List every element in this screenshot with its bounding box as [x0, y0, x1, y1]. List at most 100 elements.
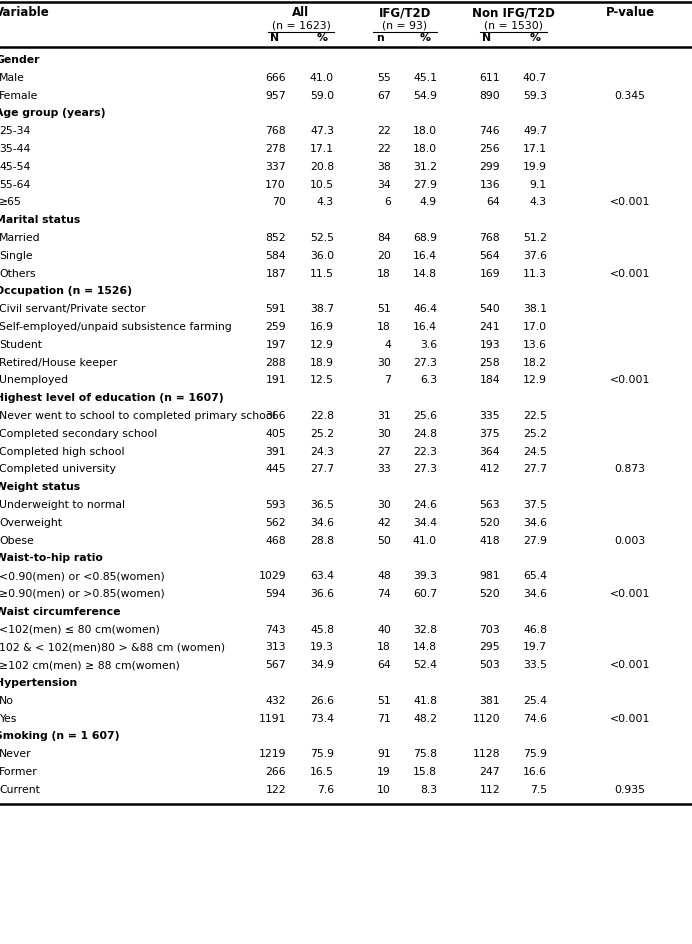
Text: 35-44: 35-44: [0, 144, 30, 154]
Text: 51: 51: [377, 304, 391, 314]
Text: 34.6: 34.6: [523, 518, 547, 528]
Text: 288: 288: [265, 358, 286, 367]
Text: %: %: [419, 33, 430, 43]
Text: 40: 40: [377, 625, 391, 634]
Text: 12.9: 12.9: [523, 376, 547, 385]
Text: Underweight to normal: Underweight to normal: [0, 500, 125, 510]
Text: 191: 191: [265, 376, 286, 385]
Text: 520: 520: [480, 589, 500, 599]
Text: 31.2: 31.2: [413, 161, 437, 172]
Text: <0.001: <0.001: [610, 660, 650, 670]
Text: 13.6: 13.6: [523, 340, 547, 350]
Text: 27.7: 27.7: [523, 464, 547, 475]
Text: 666: 666: [265, 73, 286, 83]
Text: 45-54: 45-54: [0, 161, 30, 172]
Text: 38: 38: [377, 161, 391, 172]
Text: 852: 852: [265, 233, 286, 243]
Text: 890: 890: [480, 91, 500, 101]
Text: 9.1: 9.1: [530, 179, 547, 190]
Text: 27.3: 27.3: [413, 464, 437, 475]
Text: 102 & < 102(men)80 > &88 cm (women): 102 & < 102(men)80 > &88 cm (women): [0, 643, 225, 652]
Text: 25.2: 25.2: [523, 429, 547, 439]
Text: IFG/T2D: IFG/T2D: [379, 7, 431, 20]
Text: 611: 611: [480, 73, 500, 83]
Text: 32.8: 32.8: [413, 625, 437, 634]
Text: 405: 405: [265, 429, 286, 439]
Text: 91: 91: [377, 750, 391, 759]
Text: 65.4: 65.4: [523, 571, 547, 582]
Text: 55-64: 55-64: [0, 179, 30, 190]
Text: 64: 64: [486, 197, 500, 208]
Text: 36.0: 36.0: [310, 251, 334, 261]
Text: 25.6: 25.6: [413, 411, 437, 421]
Text: Married: Married: [0, 233, 41, 243]
Text: 84: 84: [377, 233, 391, 243]
Text: 503: 503: [480, 660, 500, 670]
Text: Smoking (n = 1 607): Smoking (n = 1 607): [0, 732, 120, 741]
Text: 41.0: 41.0: [413, 535, 437, 546]
Text: N: N: [271, 33, 280, 43]
Text: 703: 703: [480, 625, 500, 634]
Text: 16.6: 16.6: [523, 767, 547, 777]
Text: 18: 18: [377, 643, 391, 652]
Text: <0.001: <0.001: [610, 197, 650, 208]
Text: Others: Others: [0, 269, 35, 278]
Text: Waist-to-hip ratio: Waist-to-hip ratio: [0, 553, 103, 564]
Text: 366: 366: [265, 411, 286, 421]
Text: 197: 197: [265, 340, 286, 350]
Text: 4.3: 4.3: [530, 197, 547, 208]
Text: 34.6: 34.6: [310, 518, 334, 528]
Text: <0.001: <0.001: [610, 376, 650, 385]
Text: 12.9: 12.9: [310, 340, 334, 350]
Text: 18.0: 18.0: [413, 126, 437, 136]
Text: %: %: [316, 33, 327, 43]
Text: 295: 295: [480, 643, 500, 652]
Text: 27.9: 27.9: [413, 179, 437, 190]
Text: 0.345: 0.345: [614, 91, 646, 101]
Text: 468: 468: [265, 535, 286, 546]
Text: 37.5: 37.5: [523, 500, 547, 510]
Text: 432: 432: [265, 696, 286, 706]
Text: 11.3: 11.3: [523, 269, 547, 278]
Text: ≥102 cm(men) ≥ 88 cm(women): ≥102 cm(men) ≥ 88 cm(women): [0, 660, 180, 670]
Text: 50: 50: [377, 535, 391, 546]
Text: Male: Male: [0, 73, 25, 83]
Text: Completed university: Completed university: [0, 464, 116, 475]
Text: 18.2: 18.2: [523, 358, 547, 367]
Text: 1219: 1219: [259, 750, 286, 759]
Text: (n = 1623): (n = 1623): [271, 20, 331, 30]
Text: 19.7: 19.7: [523, 643, 547, 652]
Text: 39.3: 39.3: [413, 571, 437, 582]
Text: <0.001: <0.001: [610, 589, 650, 599]
Text: 70: 70: [272, 197, 286, 208]
Text: 14.8: 14.8: [413, 643, 437, 652]
Text: 22: 22: [377, 126, 391, 136]
Text: Age group (years): Age group (years): [0, 109, 105, 118]
Text: Retired/House keeper: Retired/House keeper: [0, 358, 117, 367]
Text: 169: 169: [480, 269, 500, 278]
Text: 1128: 1128: [473, 750, 500, 759]
Text: 412: 412: [480, 464, 500, 475]
Text: 59.3: 59.3: [523, 91, 547, 101]
Text: 241: 241: [480, 322, 500, 332]
Text: 337: 337: [265, 161, 286, 172]
Text: 38.1: 38.1: [523, 304, 547, 314]
Text: 36.5: 36.5: [310, 500, 334, 510]
Text: 18.9: 18.9: [310, 358, 334, 367]
Text: 16.5: 16.5: [310, 767, 334, 777]
Text: 31: 31: [377, 411, 391, 421]
Text: 75.8: 75.8: [413, 750, 437, 759]
Text: Highest level of education (n = 1607): Highest level of education (n = 1607): [0, 394, 224, 403]
Text: 184: 184: [480, 376, 500, 385]
Text: 563: 563: [480, 500, 500, 510]
Text: 26.6: 26.6: [310, 696, 334, 706]
Text: Non IFG/T2D: Non IFG/T2D: [472, 7, 555, 20]
Text: 18: 18: [377, 269, 391, 278]
Text: 60.7: 60.7: [413, 589, 437, 599]
Text: 18: 18: [377, 322, 391, 332]
Text: 20.8: 20.8: [310, 161, 334, 172]
Text: 122: 122: [265, 784, 286, 795]
Text: Civil servant/Private sector: Civil servant/Private sector: [0, 304, 145, 314]
Text: 418: 418: [480, 535, 500, 546]
Text: 540: 540: [480, 304, 500, 314]
